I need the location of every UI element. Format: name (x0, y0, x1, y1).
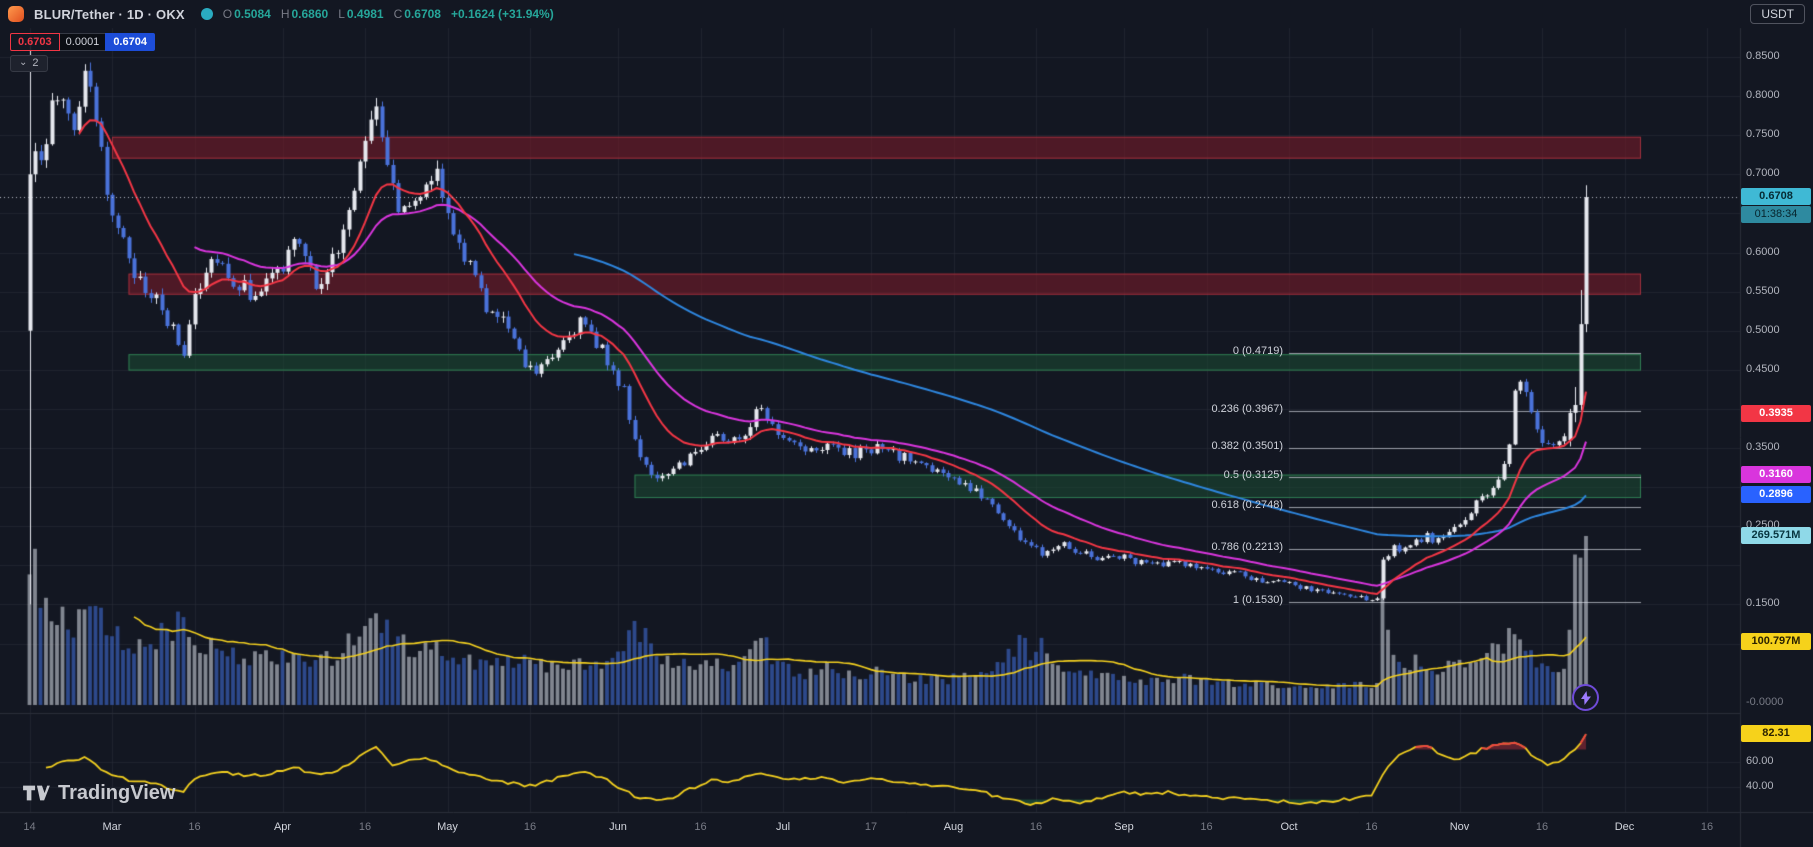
top-toolbar: BLUR/Tether · 1D · OKX O 0.5084 H 0.6860 L… (0, 0, 1813, 28)
buy-price-button[interactable]: 0.6704 (105, 33, 155, 51)
sell-price-button[interactable]: 0.6703 (10, 33, 60, 51)
ohlc-close-value: 0.6708 (404, 7, 441, 21)
ohlc-open-label: O (222, 7, 233, 21)
ohlc-close-label: C (393, 7, 403, 21)
symbol-logo-icon (8, 6, 24, 22)
lightning-boost-button[interactable] (1572, 684, 1599, 711)
ohlc-low: L 0.4981 (338, 7, 383, 21)
spread-value: 0.0001 (59, 33, 106, 51)
tradingview-logo[interactable]: TradingView (22, 781, 175, 805)
price-axis[interactable] (1740, 28, 1813, 847)
ohlc-high-value: 0.6860 (291, 7, 329, 21)
object-tree-collapse-button[interactable]: ⌄ 2 (10, 55, 48, 72)
ohlc-low-value: 0.4981 (346, 7, 384, 21)
change-value: +0.1624 (+31.94%) (450, 7, 554, 21)
ohlc-open: O 0.5084 (223, 7, 271, 21)
time-axis[interactable] (0, 812, 1740, 847)
lightning-icon (1580, 690, 1592, 705)
ohlc-low-label: L (338, 7, 345, 21)
ohlc-high-label: H (280, 7, 290, 21)
ohlc-readout: O 0.5084 H 0.6860 L 0.4981 C 0.6708 +0.1624 … (223, 7, 554, 21)
chevron-down-icon: ⌄ (19, 57, 28, 68)
tradingview-logo-icon (22, 781, 50, 805)
market-status-icon (200, 8, 213, 20)
ohlc-close: C 0.6708 (394, 7, 441, 21)
object-count: 2 (32, 57, 39, 69)
ohlc-high: H 0.6860 (281, 7, 328, 21)
buy-sell-widget: 0.6703 0.0001 0.6704 (10, 33, 155, 51)
ohlc-open-value: 0.5084 (234, 7, 271, 21)
symbol-title[interactable]: BLUR/Tether · 1D · OKX (34, 6, 185, 22)
currency-usdt-button[interactable]: USDT (1750, 4, 1805, 24)
tradingview-logo-text: TradingView (58, 781, 176, 804)
